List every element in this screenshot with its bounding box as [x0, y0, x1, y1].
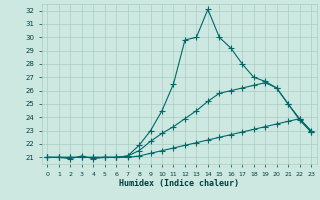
X-axis label: Humidex (Indice chaleur): Humidex (Indice chaleur) [119, 179, 239, 188]
